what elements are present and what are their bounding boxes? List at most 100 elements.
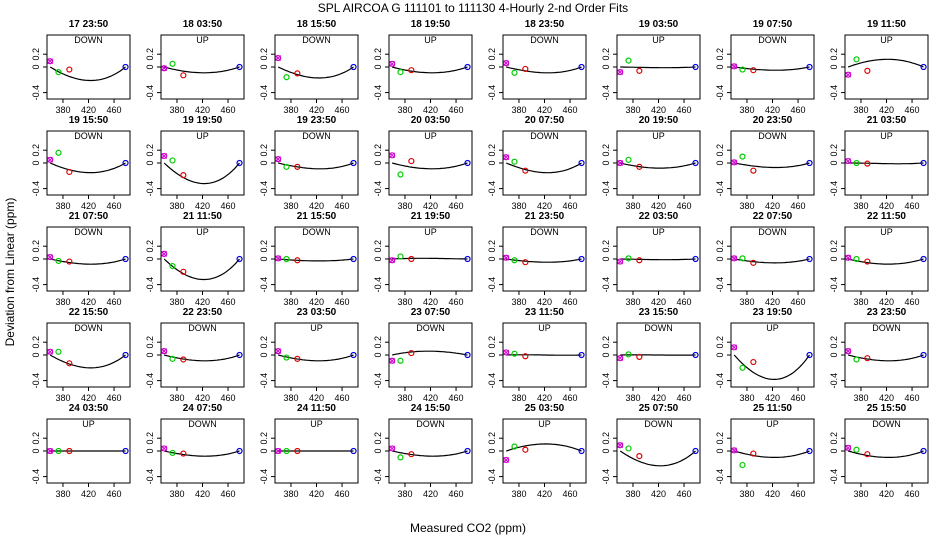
data-point — [522, 353, 529, 360]
data-point — [397, 357, 404, 364]
data-point — [408, 349, 415, 357]
x-tick-label: 420 — [765, 201, 780, 211]
data-point — [180, 356, 187, 363]
panel-title: 24 03:50 — [69, 403, 109, 414]
data-point — [731, 344, 738, 351]
panel: 25 07:50 DOWN -0.4 0 0.2 380 420 460 — [601, 403, 701, 499]
panel-title: 19 23:50 — [297, 115, 337, 126]
data-point — [625, 156, 632, 163]
data-point — [275, 156, 282, 163]
y-tick-label: 0.2 — [601, 240, 611, 253]
y-tick-label: -0.4 — [145, 277, 155, 293]
panel-direction: DOWN — [74, 227, 103, 237]
x-tick-label: 420 — [651, 105, 666, 115]
data-point — [55, 257, 62, 265]
y-tick-label: -0.4 — [487, 469, 497, 485]
panel-title: 19 07:50 — [753, 19, 793, 30]
data-point — [511, 350, 518, 357]
y-tick-label: -0.4 — [373, 181, 383, 197]
panel-direction: UP — [652, 35, 665, 45]
data-point — [845, 157, 852, 165]
panel-title: 22 23:50 — [183, 307, 223, 318]
y-tick-label: 0.2 — [715, 336, 725, 349]
data-point-cross — [617, 258, 624, 265]
y-tick-label: 0 — [259, 448, 269, 453]
x-tick-label: 380 — [397, 393, 412, 403]
panel: 23 07:50 DOWN -0.4 0 0.2 380 420 460 — [373, 307, 473, 403]
x-tick-label: 460 — [335, 105, 350, 115]
x-tick-label: 460 — [677, 105, 692, 115]
data-point — [578, 63, 585, 71]
y-tick-label: 0.2 — [829, 144, 839, 157]
panel-title: 18 03:50 — [183, 19, 223, 30]
data-point-cross — [275, 448, 282, 454]
x-tick-label: 380 — [739, 201, 754, 211]
y-tick-label: 0 — [145, 352, 155, 357]
panel-direction: UP — [880, 131, 893, 141]
x-tick-label: 460 — [563, 489, 578, 499]
x-tick-label: 460 — [791, 393, 806, 403]
panel: 23 11:50 UP -0.4 0 0.2 380 420 460 — [487, 307, 587, 403]
panel: 21 23:50 DOWN -0.4 0 0.2 380 420 460 — [487, 211, 587, 307]
panel-title: 25 11:50 — [753, 403, 792, 414]
data-point-cross — [275, 55, 282, 61]
y-tick-label: 0.2 — [145, 48, 155, 61]
data-point — [739, 461, 746, 469]
fit-curve — [164, 354, 240, 362]
x-tick-label: 420 — [765, 297, 780, 307]
data-point-cross — [617, 442, 624, 449]
y-tick-label: 0.2 — [373, 432, 383, 445]
data-point — [283, 255, 290, 263]
x-tick-label: 460 — [335, 201, 350, 211]
x-tick-label: 380 — [55, 393, 70, 403]
y-tick-label: 0.2 — [259, 336, 269, 349]
x-tick-label: 460 — [335, 393, 350, 403]
x-tick-label: 460 — [791, 105, 806, 115]
y-tick-label: 0 — [31, 352, 41, 357]
panel-direction: UP — [196, 35, 209, 45]
x-tick-label: 420 — [537, 393, 552, 403]
data-point — [731, 159, 738, 166]
data-point — [750, 259, 757, 266]
data-point — [389, 445, 396, 452]
x-tick-label: 380 — [169, 489, 184, 499]
data-point-cross — [161, 445, 168, 452]
y-tick-label: 0 — [145, 448, 155, 453]
panel-title: 22 03:50 — [639, 211, 679, 222]
data-point — [853, 159, 860, 167]
panel-direction: DOWN — [758, 131, 787, 141]
panel-direction: UP — [766, 323, 779, 333]
x-tick-label: 420 — [81, 105, 96, 115]
y-axis-label: Deviation from Linear (ppm) — [3, 198, 17, 347]
fit-curve — [734, 258, 810, 264]
data-point — [750, 358, 757, 366]
panel: 19 15:50 DOWN -0.4 0 0.2 380 420 460 — [31, 115, 131, 211]
x-tick-label: 460 — [677, 489, 692, 499]
panel: 18 15:50 DOWN -0.4 0 0.2 380 420 460 — [259, 19, 359, 115]
data-point — [739, 66, 746, 73]
data-point — [55, 447, 62, 455]
panel-direction: UP — [82, 419, 95, 429]
data-point — [180, 72, 187, 79]
data-point-cross — [389, 152, 396, 159]
data-point — [692, 255, 699, 263]
panel: 24 07:50 DOWN -0.4 0 0.2 380 420 460 — [145, 403, 245, 499]
data-point-cross — [47, 254, 54, 260]
x-tick-label: 420 — [879, 105, 894, 115]
data-point — [920, 159, 927, 167]
data-point — [864, 258, 871, 265]
x-tick-label: 380 — [397, 201, 412, 211]
fit-curve — [277, 66, 354, 79]
data-point — [180, 172, 187, 179]
x-tick-label: 460 — [677, 201, 692, 211]
x-tick-label: 420 — [651, 393, 666, 403]
data-point — [294, 257, 301, 264]
y-tick-label: -0.4 — [601, 277, 611, 293]
panel: 21 15:50 DOWN -0.4 0 0.2 380 420 460 — [259, 211, 359, 307]
data-point — [66, 66, 73, 73]
x-tick-label: 380 — [625, 489, 640, 499]
panel-title: 18 15:50 — [297, 19, 337, 30]
panel-title: 17 23:50 — [69, 19, 109, 30]
data-point — [275, 447, 282, 455]
x-tick-label: 460 — [905, 297, 920, 307]
